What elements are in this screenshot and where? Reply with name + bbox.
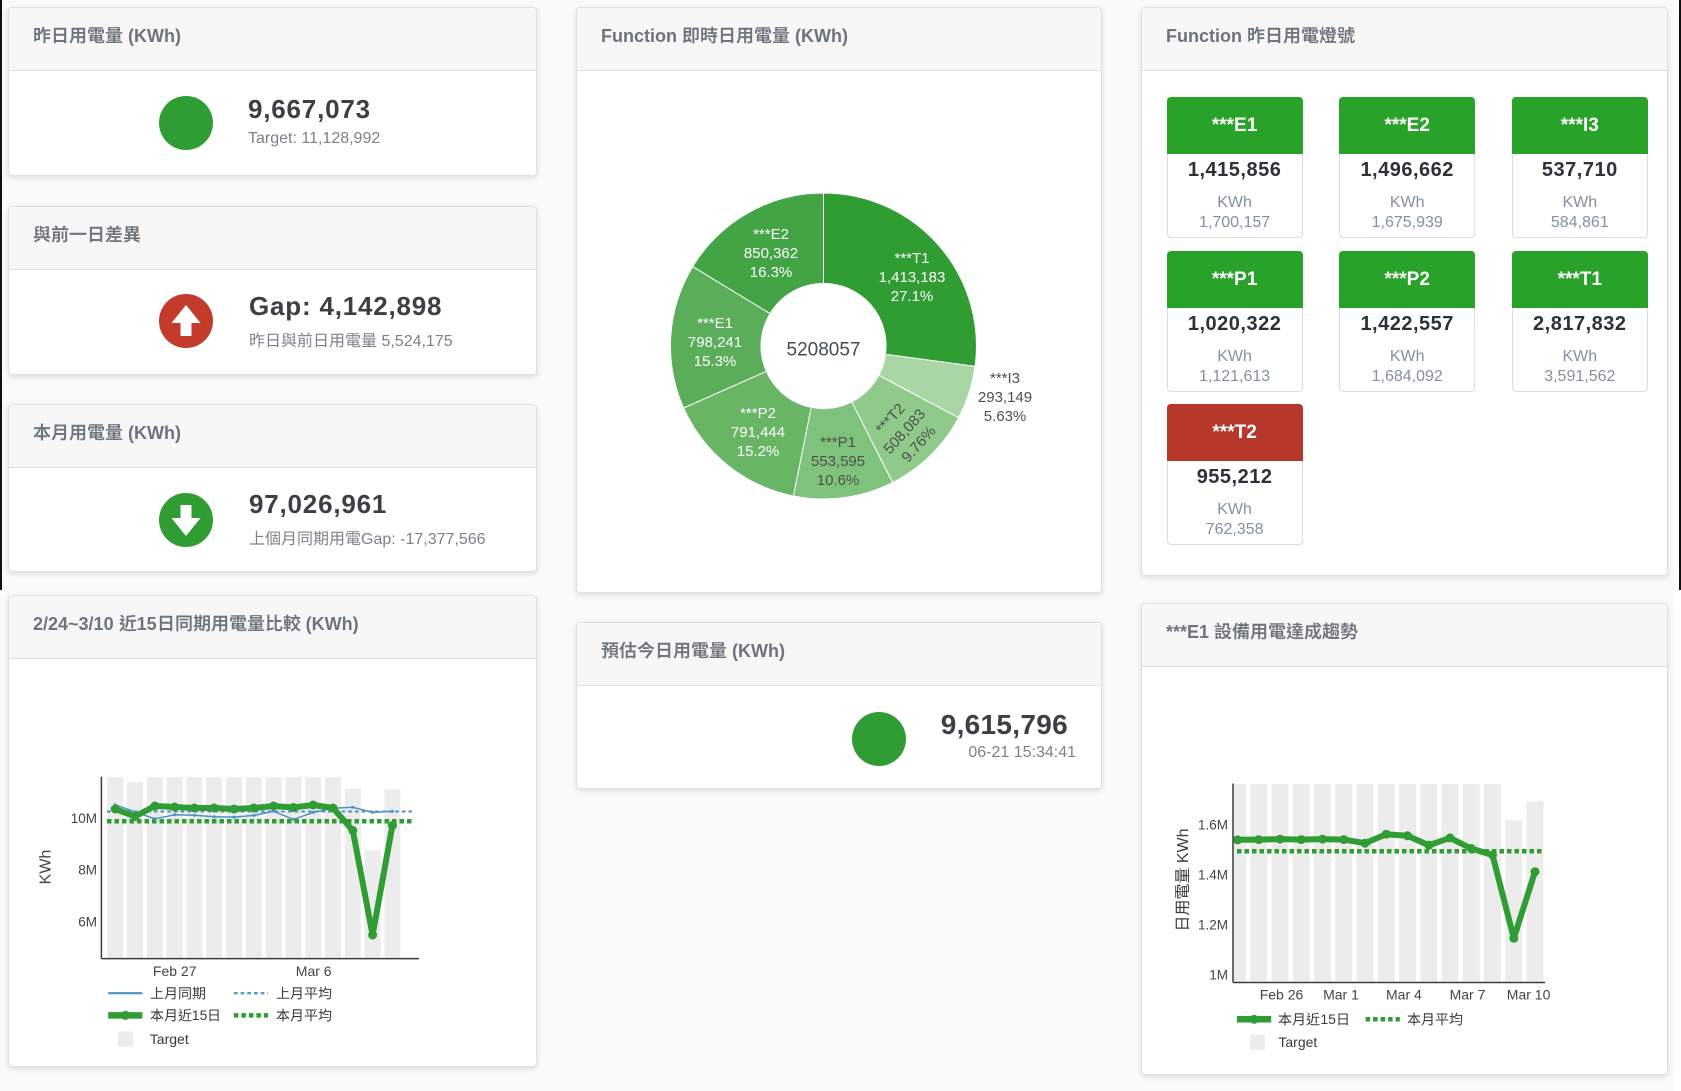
svg-text:Mar 6: Mar 6 — [296, 963, 332, 979]
svg-text:***T1: ***T1 — [894, 250, 929, 267]
svg-text:Mar 4: Mar 4 — [1386, 987, 1422, 1003]
svg-text:Mar 1: Mar 1 — [1323, 987, 1359, 1003]
svg-text:1.4M: 1.4M — [1198, 868, 1228, 883]
svg-text:6M: 6M — [78, 915, 97, 930]
svg-text:798,241: 798,241 — [688, 334, 742, 351]
svg-text:5208057: 5208057 — [787, 340, 861, 361]
svg-text:10M: 10M — [71, 811, 97, 826]
svg-text:Mar 7: Mar 7 — [1450, 987, 1486, 1003]
svg-text:***P1: ***P1 — [820, 434, 856, 451]
svg-text:KWh: KWh — [38, 850, 55, 885]
svg-text:Feb 26: Feb 26 — [1260, 987, 1304, 1003]
svg-text:27.1%: 27.1% — [891, 288, 934, 305]
svg-text:***E1: ***E1 — [697, 315, 733, 332]
svg-text:8M: 8M — [78, 862, 97, 877]
svg-text:16.3%: 16.3% — [750, 264, 793, 281]
svg-text:791,444: 791,444 — [731, 424, 785, 441]
svg-text:15.2%: 15.2% — [737, 443, 780, 460]
svg-text:***P2: ***P2 — [740, 405, 776, 422]
svg-text:***E2: ***E2 — [753, 226, 789, 243]
svg-text:1.2M: 1.2M — [1198, 918, 1228, 933]
svg-text:850,362: 850,362 — [744, 245, 798, 262]
svg-text:10.6%: 10.6% — [817, 472, 860, 489]
svg-text:1M: 1M — [1209, 968, 1228, 983]
svg-text:553,595: 553,595 — [811, 453, 865, 470]
svg-text:1,413,183: 1,413,183 — [879, 269, 946, 286]
svg-text:1.6M: 1.6M — [1198, 818, 1228, 833]
svg-text:Mar 10: Mar 10 — [1507, 987, 1551, 1003]
svg-text:5.63%: 5.63% — [984, 408, 1027, 425]
svg-text:Feb 27: Feb 27 — [153, 963, 197, 979]
svg-text:15.3%: 15.3% — [694, 353, 737, 370]
svg-text:293,149: 293,149 — [978, 389, 1032, 406]
svg-text:***I3: ***I3 — [990, 370, 1020, 387]
